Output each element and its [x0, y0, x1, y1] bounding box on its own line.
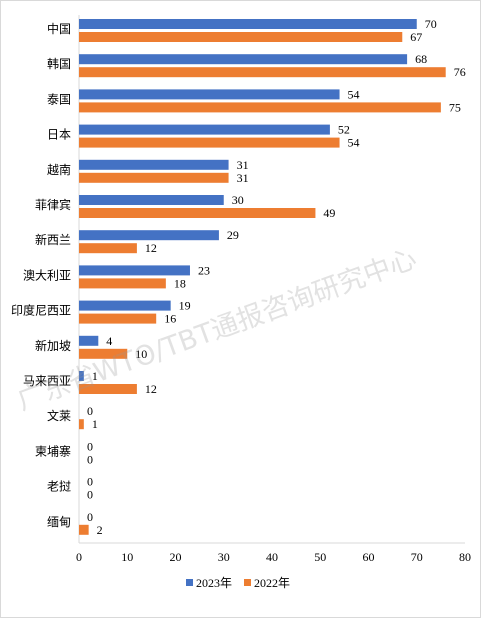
data-label: 18: [174, 276, 186, 290]
data-label: 16: [164, 312, 176, 326]
legend-label: 2023年: [196, 576, 232, 590]
bar-series-2: [79, 313, 157, 324]
legend-swatch: [244, 579, 251, 586]
data-label: 0: [87, 510, 93, 524]
category-label: 柬埔寨: [35, 443, 71, 458]
x-tick-label: 60: [363, 550, 375, 564]
data-label: 75: [449, 100, 461, 114]
legend-swatch: [186, 579, 193, 586]
category-label: 澳大利亚: [23, 268, 71, 282]
category-label: 越南: [47, 162, 71, 177]
x-tick-label: 0: [76, 550, 82, 564]
category-label: 老挝: [47, 480, 71, 494]
bar-series-1: [79, 300, 171, 311]
bar-series-2: [79, 102, 441, 113]
bar-series-1: [79, 89, 340, 100]
category-label: 马来西亚: [23, 374, 71, 388]
bar-series-2: [79, 67, 446, 78]
bar-series-2: [79, 208, 316, 218]
data-label: 0: [87, 488, 93, 502]
data-label: 0: [87, 439, 93, 453]
x-tick-label: 40: [266, 550, 278, 564]
data-label: 29: [227, 228, 239, 242]
data-label: 2: [97, 523, 103, 537]
x-tick-label: 30: [218, 550, 230, 564]
bar-series-2: [79, 384, 137, 394]
data-label: 67: [410, 30, 422, 44]
data-label: 52: [338, 123, 350, 137]
bar-series-1: [79, 195, 224, 205]
bar-series-2: [79, 524, 89, 535]
x-tick-label: 10: [121, 550, 133, 564]
data-label: 31: [237, 158, 249, 172]
bar-series-2: [79, 348, 128, 359]
bar-series-1: [79, 335, 99, 346]
bar-series-2: [79, 172, 229, 183]
data-label: 19: [179, 299, 191, 313]
data-label: 1: [92, 369, 98, 383]
data-label: 23: [198, 263, 210, 277]
category-label: 菲律宾: [35, 197, 71, 212]
category-label: 新加坡: [35, 338, 71, 353]
x-tick-label: 20: [170, 550, 182, 564]
bar-series-2: [79, 32, 403, 42]
bar-series-2: [79, 137, 340, 148]
category-label: 泰国: [47, 92, 71, 106]
data-label: 10: [135, 347, 147, 361]
data-label: 31: [237, 171, 249, 185]
data-label: 30: [232, 193, 244, 207]
data-label: 49: [323, 206, 335, 220]
data-label: 70: [425, 17, 437, 31]
bar-series-1: [79, 124, 330, 135]
data-label: 12: [145, 241, 157, 255]
data-label: 68: [415, 52, 427, 66]
bar-series-2: [79, 419, 84, 430]
bar-series-1: [79, 265, 190, 276]
data-label: 54: [348, 136, 360, 150]
data-label: 0: [87, 404, 93, 418]
category-label: 文莱: [47, 408, 71, 423]
data-label: 1: [92, 417, 98, 431]
data-label: 54: [348, 87, 360, 101]
x-tick-label: 50: [314, 550, 326, 564]
x-tick-label: 80: [459, 550, 471, 564]
category-label: 韩国: [47, 56, 71, 71]
x-tick-label: 70: [411, 550, 423, 564]
data-label: 76: [454, 65, 466, 79]
bar-series-1: [79, 230, 219, 241]
bar-series-1: [79, 19, 417, 29]
bar-series-1: [79, 371, 84, 381]
legend-label: 2022年: [254, 576, 290, 590]
data-label: 0: [87, 475, 93, 489]
category-label: 新西兰: [35, 232, 71, 247]
category-label: 日本: [47, 128, 71, 142]
category-label: 中国: [47, 21, 71, 36]
bar-series-2: [79, 243, 137, 254]
bar-series-1: [79, 54, 408, 65]
bar-series-2: [79, 278, 166, 289]
category-label: 印度尼西亚: [11, 303, 71, 318]
data-label: 4: [106, 334, 112, 348]
category-label: 缅甸: [47, 515, 71, 529]
data-label: 0: [87, 452, 93, 466]
data-label: 12: [145, 382, 157, 396]
bar-series-1: [79, 159, 229, 170]
